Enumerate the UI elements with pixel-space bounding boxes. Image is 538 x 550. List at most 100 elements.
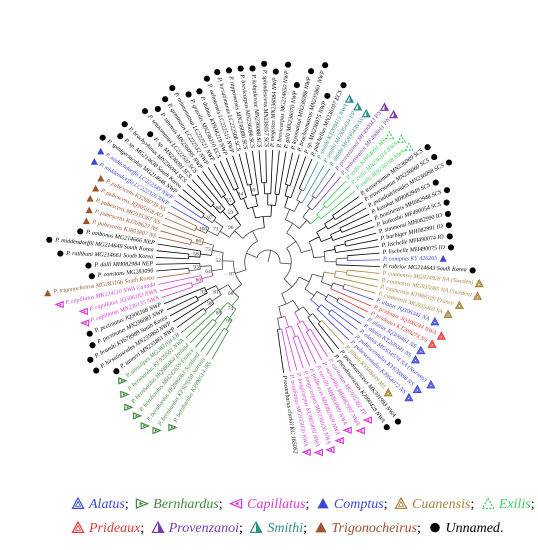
taxon-marker-icon — [85, 206, 93, 214]
tree-branch — [313, 256, 325, 259]
taxon-markers — [44, 60, 484, 457]
species-legend: Alatus; Bernhardus; Capillatus; Comptus;… — [30, 490, 535, 545]
tree-branch — [278, 151, 287, 195]
tree-arc — [217, 226, 224, 236]
taxon-marker-icon — [443, 199, 450, 206]
tree-branch — [243, 198, 248, 209]
tree-branch — [297, 335, 311, 367]
taxon-marker-icon — [117, 133, 124, 140]
tree-branch — [231, 297, 240, 307]
tree-arc — [317, 320, 323, 324]
taxon-marker-icon — [82, 217, 90, 225]
tree-branch — [205, 328, 225, 356]
taxon-label: P. kobjakovae MN236088 SCS — [250, 73, 262, 147]
taxon-marker-icon — [85, 262, 92, 269]
tree-branch — [293, 201, 300, 212]
tree-branch — [291, 325, 296, 337]
legend-label: Cuanensis — [412, 497, 471, 512]
bootstrap-value: 88 — [216, 311, 222, 317]
tree-arc — [278, 299, 294, 307]
tree-branch — [320, 190, 356, 220]
taxon-label: P. comptus KY 426265 — [382, 255, 437, 263]
tree-branch — [158, 275, 202, 285]
tree-arc — [310, 291, 318, 300]
tree-arc — [296, 199, 303, 204]
tree-branch — [191, 281, 203, 286]
taxon-marker-icon — [436, 331, 446, 340]
bootstrap-value: 97 — [207, 215, 213, 221]
taxon-marker-icon — [427, 339, 437, 348]
tree-branch — [331, 309, 358, 330]
tree-branch — [336, 264, 380, 268]
taxon-marker-icon — [237, 65, 244, 72]
trigonocheirus-marker-icon — [314, 522, 327, 533]
taxon-marker-icon — [384, 130, 395, 140]
tree-branch — [316, 226, 327, 233]
tree-branch — [225, 319, 233, 330]
taxon-marker-icon — [93, 367, 100, 374]
tree-arc — [297, 320, 303, 325]
taxon-marker-icon — [426, 379, 436, 389]
bootstrap-value: 71 — [213, 226, 219, 232]
tree-branch — [164, 217, 196, 232]
taxon-marker-icon — [87, 356, 94, 363]
tree-arc — [221, 194, 226, 198]
exilis-marker-icon — [481, 496, 495, 509]
tree-branch — [222, 210, 231, 220]
taxon-marker-icon — [152, 426, 162, 435]
taxon-marker-icon — [362, 416, 372, 424]
tree-branch — [223, 195, 231, 206]
tree-branch — [322, 181, 346, 205]
tree-branch — [312, 273, 324, 278]
bootstrap-value: 69 — [250, 187, 256, 193]
bootstrap-value: 74 — [228, 306, 234, 312]
taxon-marker-icon — [443, 187, 451, 194]
tree-arc — [324, 294, 329, 300]
tree-branch — [286, 241, 296, 249]
tree-arc — [306, 328, 311, 333]
taxon-marker-icon — [120, 390, 130, 399]
tree-branch — [200, 316, 228, 352]
tree-branch — [161, 286, 193, 298]
bootstrap-value: 86 — [196, 239, 202, 245]
tree-branch — [219, 302, 229, 311]
tree-branch — [169, 299, 199, 317]
taxon-marker-icon — [147, 131, 154, 138]
legend-separator: . — [499, 521, 504, 536]
tree-branch — [219, 160, 235, 191]
taxon-marker-icon — [97, 174, 105, 182]
tree-branch — [255, 194, 258, 207]
tree-branch — [298, 158, 313, 190]
taxon-marker-icon — [454, 300, 465, 309]
tree-arc — [229, 213, 239, 220]
legend-separator: ; — [124, 497, 129, 512]
legend-label: Comptus — [333, 497, 384, 512]
tree-branch — [335, 201, 363, 220]
tree-branch — [213, 163, 236, 203]
tree-branch — [311, 168, 331, 196]
tree-branch — [195, 228, 207, 234]
bootstrap-value: 58 — [193, 252, 199, 258]
tree-branch — [310, 216, 320, 225]
tree-arc — [283, 247, 292, 280]
tree-branch — [301, 164, 325, 204]
taxon-marker-icon — [344, 94, 355, 103]
taxon-marker-icon — [383, 387, 393, 397]
tree-arc — [204, 287, 208, 294]
tree-branch — [158, 236, 191, 245]
tree-branch — [292, 337, 304, 369]
tree-branch — [316, 290, 327, 298]
legend-item-unnamed: Unnamed. — [427, 520, 504, 537]
tree-branch — [278, 306, 282, 318]
tree-branch — [235, 269, 247, 274]
legend-separator: ; — [218, 497, 223, 512]
tree-branch — [157, 272, 190, 279]
tree-branch — [275, 194, 278, 206]
taxon-marker-icon — [404, 392, 414, 402]
bootstrap-value: 99 — [226, 319, 232, 325]
tree-branch — [263, 182, 266, 194]
tree-branch — [320, 304, 331, 313]
legend-label: Unnamed — [445, 521, 500, 536]
bootstrap-value: 80 — [216, 205, 222, 211]
legend-item-smithi: Smithi; — [248, 520, 307, 537]
